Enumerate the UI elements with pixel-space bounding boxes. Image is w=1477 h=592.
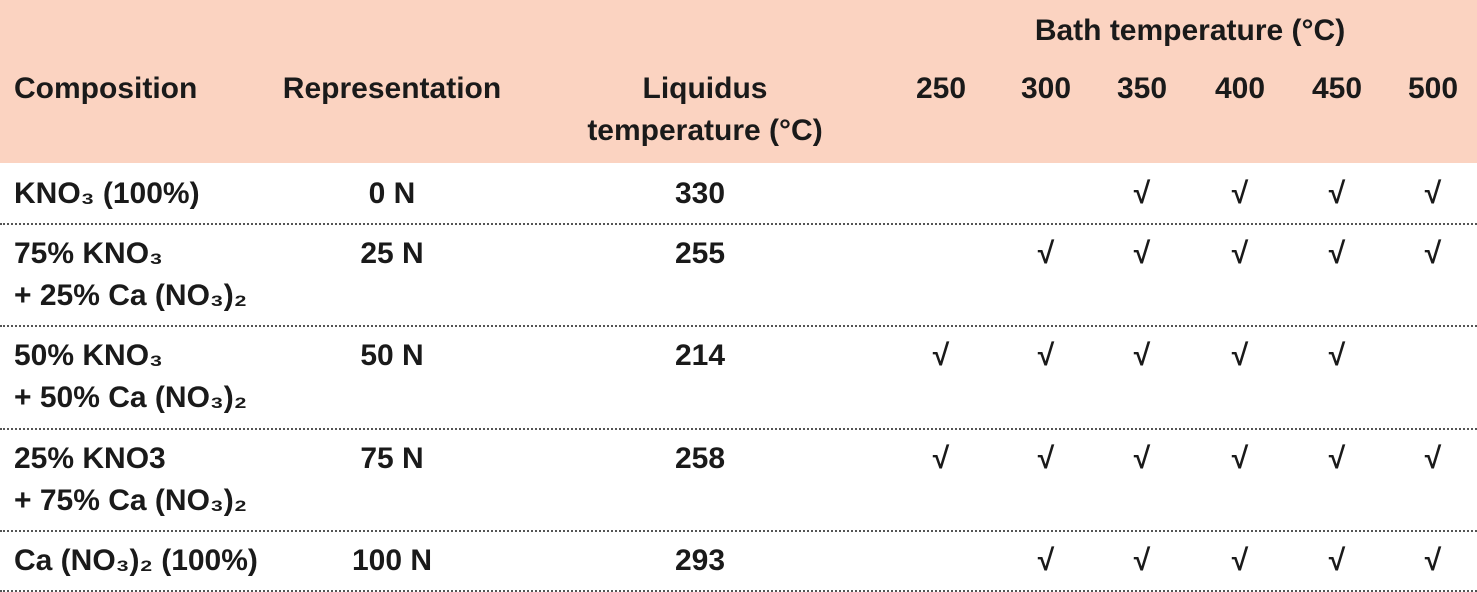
header-cell: Liquidus temperature (°C) (587, 72, 823, 147)
header-cell: Bath temperature (°C) (1034, 14, 1346, 47)
header-cell: Composition (14, 72, 198, 105)
check-cell: √ (1328, 442, 1346, 475)
liquidus-cell: 330 (674, 177, 726, 210)
row-separator (0, 325, 1477, 327)
check-cell: √ (1328, 177, 1346, 210)
liquidus-cell: 293 (674, 544, 726, 577)
representation-cell: 50 N (360, 339, 424, 372)
row-separator (0, 530, 1477, 532)
check-cell: √ (1133, 544, 1151, 577)
row-separator (0, 590, 1477, 592)
check-cell: √ (1424, 237, 1442, 270)
liquidus-cell: 258 (674, 442, 726, 475)
header-cell: 250 (915, 72, 967, 105)
check-cell: √ (1133, 339, 1151, 372)
check-cell: √ (1231, 544, 1249, 577)
row-separator (0, 428, 1477, 430)
header-cell: 350 (1116, 72, 1168, 105)
check-cell: √ (1424, 177, 1442, 210)
representation-cell: 25 N (360, 237, 424, 270)
check-cell: √ (1231, 237, 1249, 270)
composition-cell: 50% KNO₃ + 50% Ca (NO₃)₂ (14, 339, 248, 414)
row-separator (0, 223, 1477, 225)
composition-cell: Ca (NO₃)₂ (100%) (14, 544, 258, 577)
check-cell: √ (1037, 544, 1055, 577)
representation-cell: 75 N (360, 442, 424, 475)
check-cell: √ (1037, 237, 1055, 270)
check-cell: √ (1133, 442, 1151, 475)
header-cell: 500 (1407, 72, 1459, 105)
header-cell: Representation (282, 72, 502, 105)
check-cell: √ (1231, 177, 1249, 210)
check-cell: √ (1424, 544, 1442, 577)
representation-cell: 0 N (368, 177, 416, 210)
check-cell: √ (1133, 237, 1151, 270)
check-cell: √ (1328, 339, 1346, 372)
check-cell: √ (1037, 442, 1055, 475)
header-background (0, 0, 1477, 163)
representation-cell: 100 N (351, 544, 433, 577)
check-cell: √ (1133, 177, 1151, 210)
composition-cell: KNO₃ (100%) (14, 177, 200, 210)
composition-cell: 25% KNO3 + 75% Ca (NO₃)₂ (14, 442, 248, 517)
check-cell: √ (932, 442, 950, 475)
liquidus-cell: 214 (674, 339, 726, 372)
header-cell: 400 (1214, 72, 1266, 105)
check-cell: √ (1231, 339, 1249, 372)
header-cell: 450 (1311, 72, 1363, 105)
composition-cell: 75% KNO₃ + 25% Ca (NO₃)₂ (14, 237, 248, 312)
check-cell: √ (1231, 442, 1249, 475)
header-cell: 300 (1020, 72, 1072, 105)
check-cell: √ (1424, 442, 1442, 475)
liquidus-cell: 255 (674, 237, 726, 270)
check-cell: √ (1328, 237, 1346, 270)
check-cell: √ (1037, 339, 1055, 372)
check-cell: √ (932, 339, 950, 372)
check-cell: √ (1328, 544, 1346, 577)
